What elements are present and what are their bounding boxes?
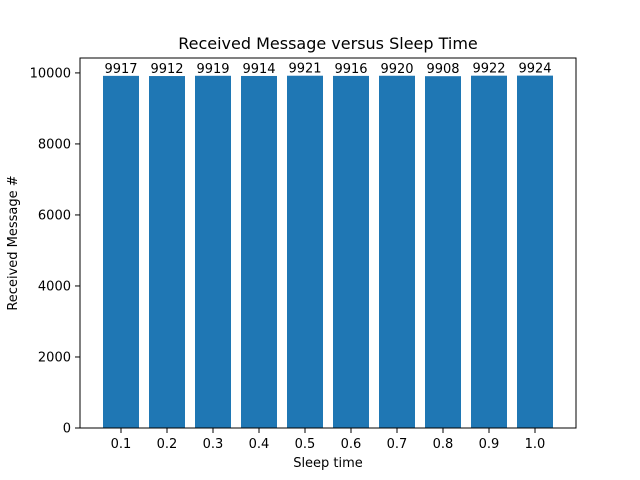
x-tick-label-0-3: 0.3 [203,437,224,452]
y-tick-label-6000: 6000 [38,208,71,223]
data-label-0-5: 9921 [288,62,321,77]
x-tick-label-0-6: 0.6 [341,437,362,452]
x-axis-label: Sleep time [293,456,363,471]
data-label-1-0: 9924 [518,62,551,77]
data-label-0-4: 9914 [242,62,275,77]
bar-0-2 [149,76,185,428]
bar-0-5 [287,75,323,428]
y-axis-label: Received Message # [6,175,21,310]
bar-0-7 [379,75,415,428]
x-tick-label-0-5: 0.5 [295,437,316,452]
bar-0-1 [103,75,139,429]
x-tick-label-0-4: 0.4 [249,437,270,452]
bar-0-3 [195,75,231,428]
x-tick-label-0-1: 0.1 [111,437,132,452]
x-tick-label-0-7: 0.7 [387,437,408,452]
data-label-0-1: 9917 [104,62,137,77]
data-label-0-2: 9912 [150,62,183,77]
y-tick-label-10000: 10000 [30,66,71,81]
plot-frame [79,57,577,429]
data-label-0-8: 9908 [426,62,459,77]
bar-0-6 [333,75,369,428]
bar-1-0 [517,75,553,429]
y-tick-label-4000: 4000 [38,279,71,294]
bar-0-9 [471,75,507,429]
y-tick-label-8000: 8000 [38,137,71,152]
y-tick-label-2000: 2000 [38,350,71,365]
chart-title: Received Message versus Sleep Time [178,34,478,53]
data-label-0-3: 9919 [196,62,229,77]
x-axis: 0.1 0.2 0.3 0.4 0.5 0.6 0.7 0.8 0.9 1.0 [111,428,546,452]
data-labels-layer: 9917 9912 9919 9914 9921 9916 9920 9908 9922 9924 [104,62,551,78]
plot-border [79,57,577,429]
x-tick-label-0-2: 0.2 [157,437,178,452]
bar-0-4 [241,75,277,428]
data-label-0-7: 9920 [380,62,413,77]
bars-layer [103,75,553,429]
x-tick-label-0-9: 0.9 [479,437,500,452]
bar-0-8 [425,76,461,428]
y-axis: 0 2000 4000 6000 8000 10000 [30,66,80,437]
x-tick-label-0-8: 0.8 [433,437,454,452]
x-tick-label-1-0: 1.0 [525,437,546,452]
data-label-0-6: 9916 [334,62,367,77]
data-label-0-9: 9922 [472,62,505,77]
y-tick-label-0: 0 [63,422,71,437]
